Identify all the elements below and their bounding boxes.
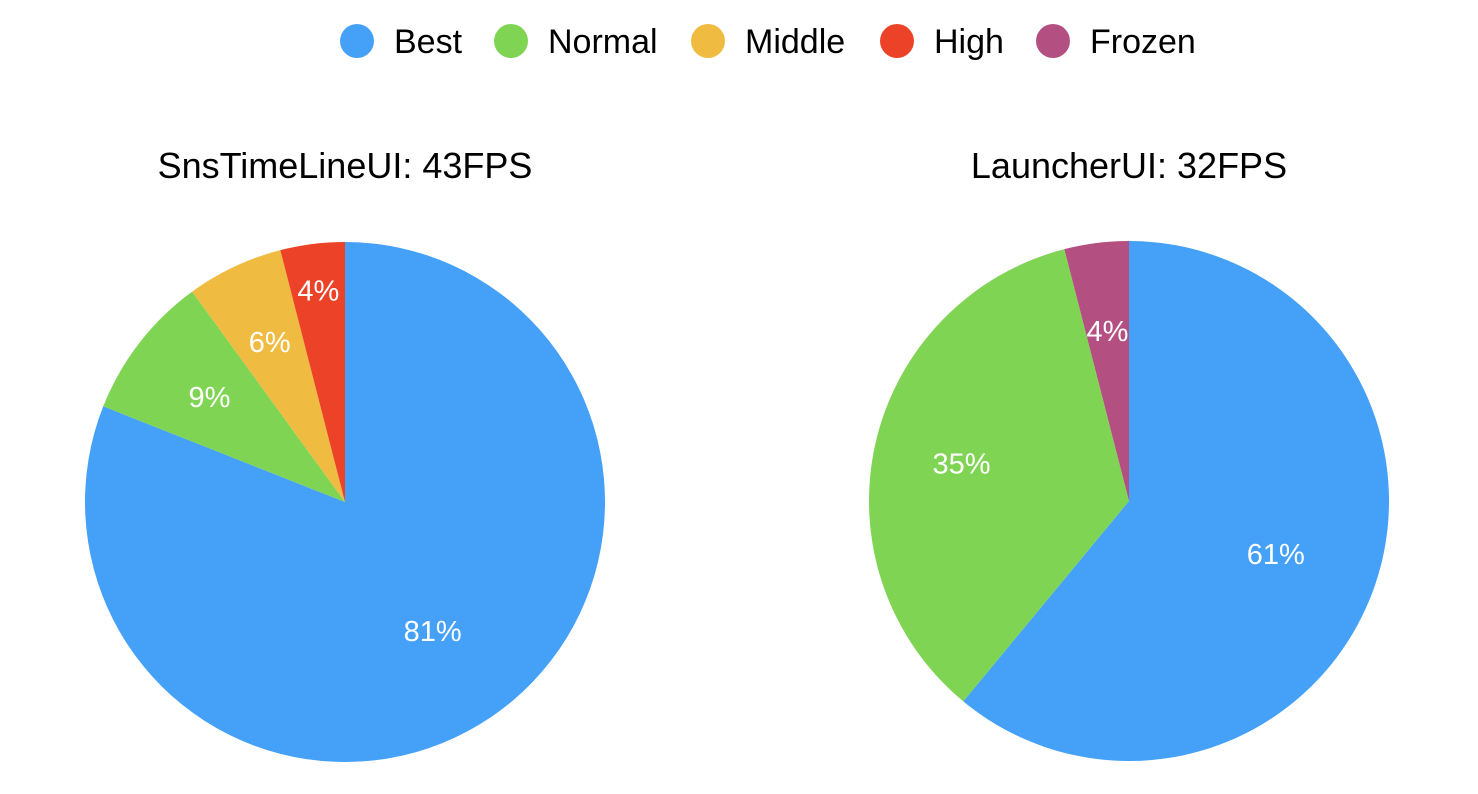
legend-marker-middle	[691, 24, 725, 58]
slice-label-normal: 35%	[932, 449, 990, 481]
chart-title: LauncherUI: 32FPS	[971, 145, 1287, 186]
chart-title: SnsTimeLineUI: 43FPS	[158, 145, 533, 186]
pie-chart-launcherui: LauncherUI: 32FPS 61% 35% 4%	[869, 145, 1390, 762]
slice-label-best: 61%	[1247, 539, 1305, 571]
legend-label-high: High	[934, 23, 1004, 61]
legend-label-best: Best	[394, 23, 463, 61]
pie-slices	[869, 241, 1390, 762]
legend-label-normal: Normal	[548, 23, 658, 61]
legend-marker-high	[880, 24, 914, 58]
legend-marker-best	[340, 24, 374, 58]
pie-slice-middle	[192, 250, 345, 502]
legend: Best Normal Middle High Frozen	[340, 23, 1196, 61]
slice-label-normal: 9%	[188, 382, 230, 414]
pie-slice-labels: 81% 9% 6%4%	[188, 276, 461, 649]
slice-label-middle: 6%	[249, 327, 291, 359]
pie-slice-normal	[869, 249, 1129, 702]
pie-slice-high	[280, 242, 345, 502]
pie-slice-labels: 61% 35% 4%	[932, 316, 1304, 571]
slice-label-best: 81%	[404, 616, 462, 648]
pie-slice-frozen	[1064, 241, 1129, 501]
legend-label-frozen: Frozen	[1090, 23, 1196, 61]
legend-label-middle: Middle	[745, 23, 845, 61]
legend-marker-frozen	[1036, 24, 1070, 58]
pie-slice-best	[85, 242, 606, 762]
pie-slice-normal	[103, 291, 345, 502]
pie-chart-snstimelineui: SnsTimeLineUI: 43FPS 81% 9% 6%4%	[85, 145, 606, 762]
pie-slice-best	[963, 241, 1390, 762]
slice-label-frozen: 4%	[1087, 316, 1129, 348]
slice-label-high: 4%	[297, 276, 339, 308]
legend-marker-normal	[494, 24, 528, 58]
pie-slices	[85, 242, 606, 762]
